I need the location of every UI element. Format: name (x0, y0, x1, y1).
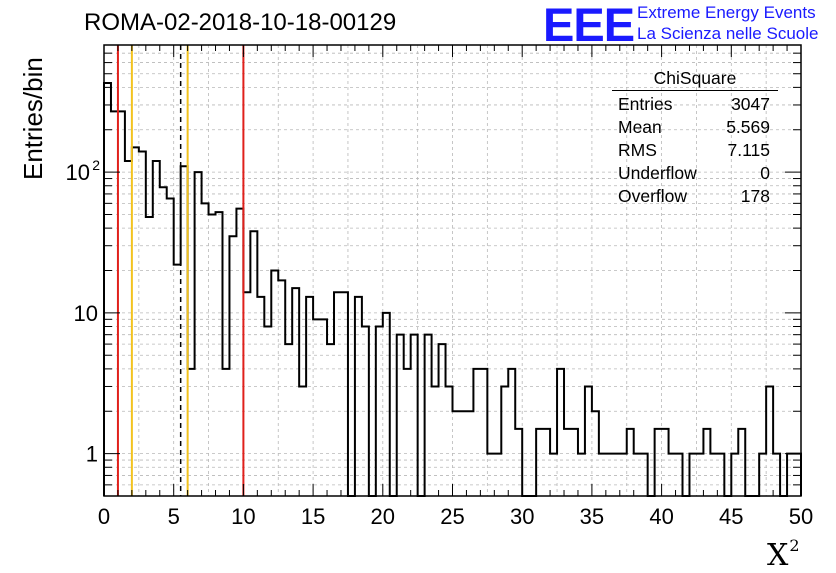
histogram-bin (202, 203, 209, 496)
stats-box: ChiSquare Entries 3047 Mean 5.569 RMS 7.115… (612, 68, 778, 208)
histogram-bin (174, 265, 181, 496)
histogram-bin (313, 319, 320, 496)
x-tick-label: 10 (231, 504, 255, 529)
histogram-bin (320, 319, 327, 496)
histogram-bin (125, 161, 132, 496)
histogram-bin (153, 161, 160, 496)
histogram-bin (557, 369, 564, 496)
histogram-bin (222, 369, 229, 496)
histogram-bin (146, 217, 153, 496)
histogram-bin (181, 166, 188, 496)
histogram-bin (508, 369, 515, 496)
histogram-bin (766, 386, 773, 496)
histogram-bin (439, 344, 446, 496)
stats-row-overflow: Overflow 178 (618, 186, 770, 206)
x-tick-label: 25 (440, 504, 464, 529)
stats-row-entries: Entries 3047 (618, 94, 770, 114)
histogram-bin (655, 429, 662, 496)
stats-row-underflow: Underflow 0 (618, 163, 770, 183)
histogram-bin (285, 344, 292, 496)
histogram-bin (167, 198, 174, 496)
x-tick-label: 30 (510, 504, 534, 529)
histogram-bin (411, 335, 418, 496)
logo-subtitle-line2: La Scienza nelle Scuole (637, 24, 819, 43)
histogram-bin (243, 292, 250, 496)
x-tick-label: 0 (98, 504, 110, 529)
histogram-bin (425, 335, 432, 496)
y-tick-label: 10 (66, 160, 90, 185)
histogram-bin (446, 386, 453, 496)
histogram-bin (564, 429, 571, 496)
histogram-bin (104, 83, 111, 496)
histogram-bin (250, 231, 257, 496)
histogram-bin (195, 172, 202, 496)
x-tick-label: 50 (789, 504, 813, 529)
x-tick-label: 5 (168, 504, 180, 529)
y-tick-label: 1 (86, 442, 98, 467)
histogram-bin (271, 271, 278, 497)
eee-logo: EEE (543, 0, 635, 51)
x-axis-title: X2 (767, 536, 800, 573)
histogram-bin (111, 111, 118, 496)
histogram-bin (662, 429, 669, 496)
histogram-bin (383, 313, 390, 496)
histogram-bin (160, 187, 167, 496)
histogram-bin (585, 386, 592, 496)
chart-title: ROMA-02-2018-10-18-00129 (84, 9, 397, 36)
stats-row-rms: RMS 7.115 (618, 140, 770, 160)
histogram-bin (118, 111, 125, 496)
histogram-bin (397, 335, 404, 496)
histogram-bin (627, 429, 634, 496)
histogram-bin (299, 386, 306, 496)
logo-subtitle-line1: Extreme Energy Events (637, 3, 816, 22)
histogram-bin (188, 369, 195, 496)
x-tick-label: 35 (580, 504, 604, 529)
histogram-bin (334, 292, 341, 496)
stats-title: ChiSquare (612, 68, 778, 91)
reference-lines (116, 45, 245, 496)
x-tick-label: 20 (371, 504, 395, 529)
axis-ticks (103, 44, 802, 497)
y-tick-label: 10 (74, 301, 98, 326)
histogram-bin (229, 236, 236, 496)
histogram-bars (103, 81, 802, 497)
histogram-bin (501, 386, 508, 496)
histogram-bin (536, 429, 543, 496)
histogram-outline (103, 81, 802, 497)
histogram-bin (327, 344, 334, 496)
histogram-bin (341, 292, 348, 496)
histogram-bin (543, 429, 550, 496)
stats-row-mean: Mean 5.569 (618, 117, 770, 137)
histogram-bin (703, 429, 710, 496)
histogram-bin (236, 209, 243, 496)
y-axis-title: Entries/bin (18, 57, 48, 180)
histogram-bin (738, 429, 745, 496)
histogram-bin (132, 147, 139, 496)
x-tick-label: 15 (301, 504, 325, 529)
histogram-bin (515, 429, 522, 496)
histogram-bin (571, 429, 578, 496)
histogram-bin (404, 369, 411, 496)
histogram-bin (432, 386, 439, 496)
histogram-bin (480, 369, 487, 496)
x-tick-label: 40 (649, 504, 673, 529)
x-tick-label: 45 (719, 504, 743, 529)
y-tick-label-exponent: 2 (92, 157, 100, 173)
histogram-bin (473, 369, 480, 496)
